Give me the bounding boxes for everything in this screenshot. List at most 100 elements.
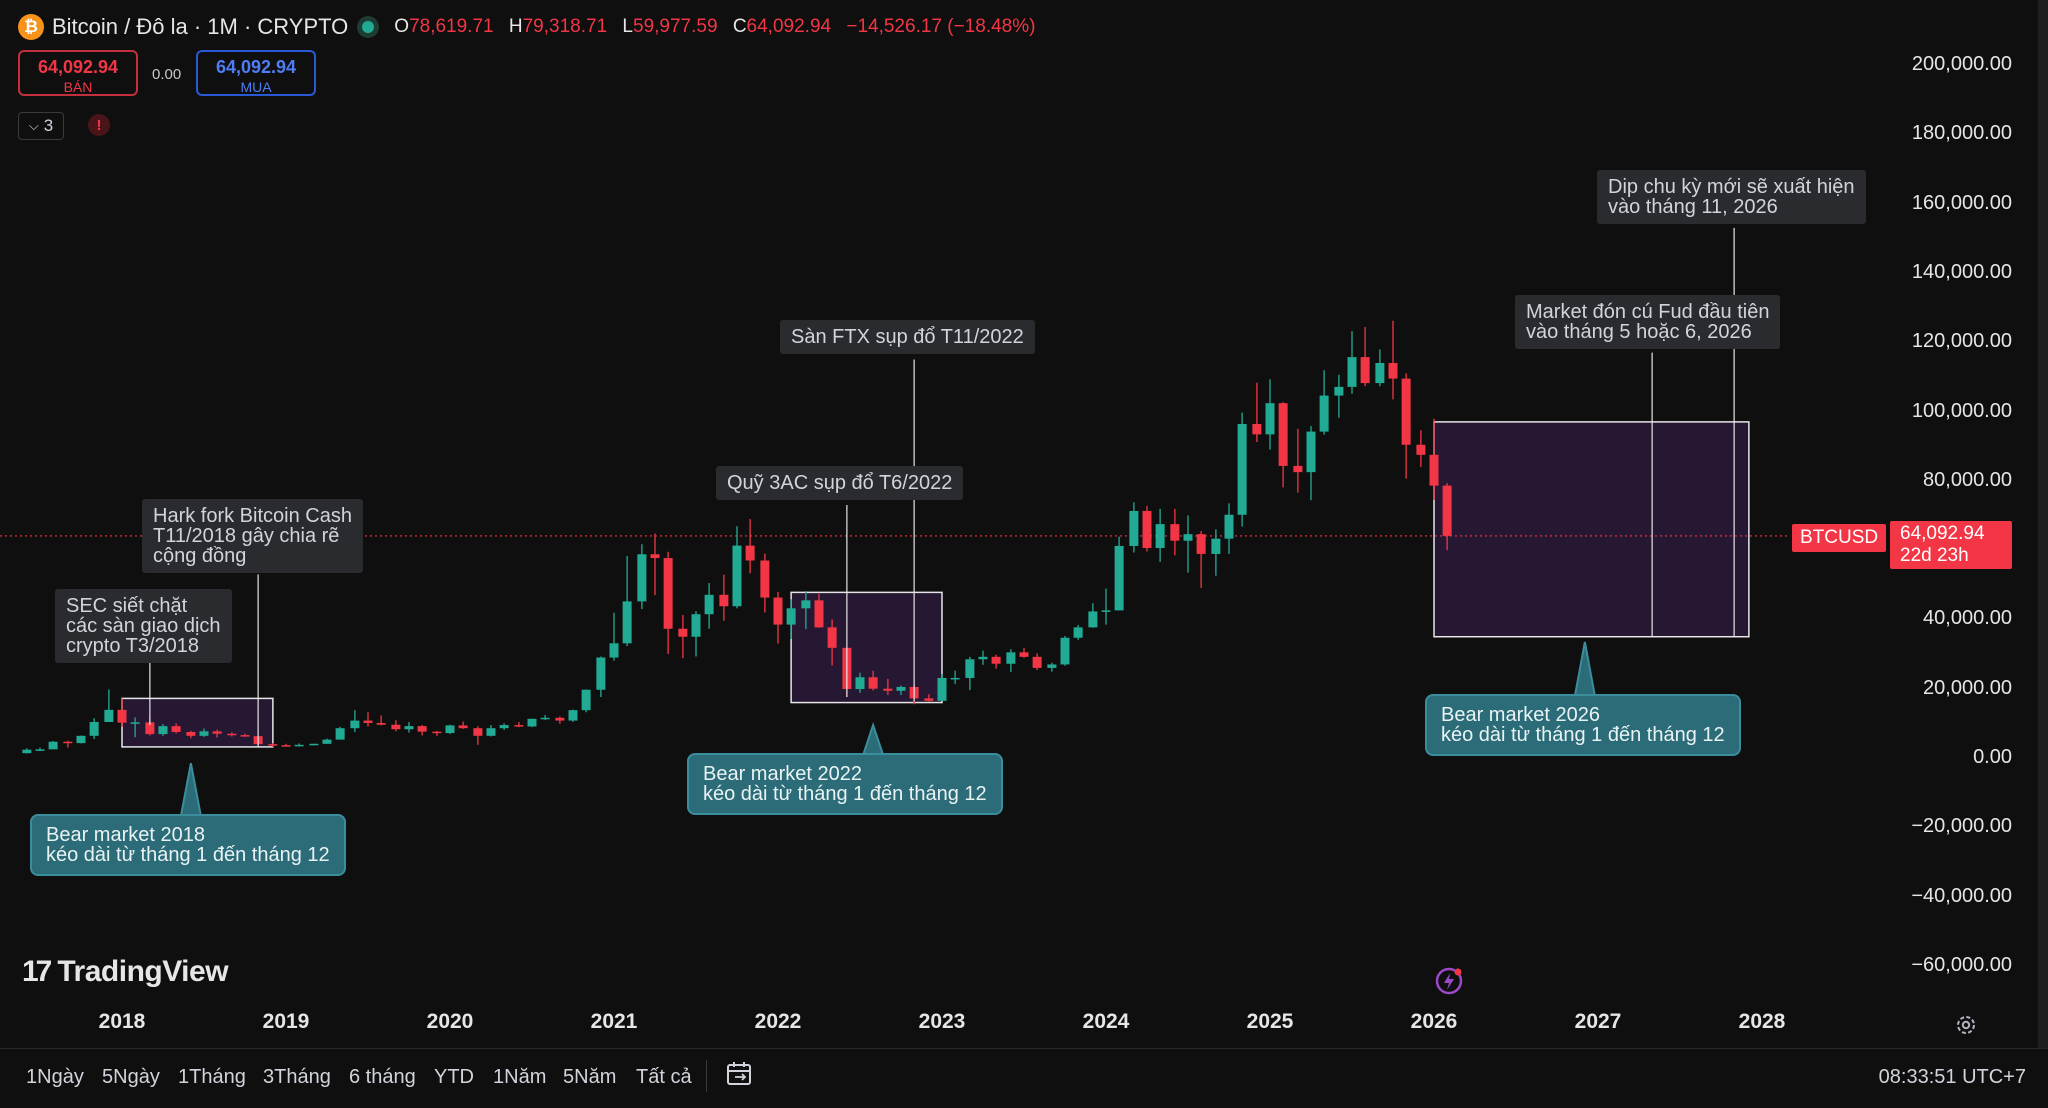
candle-body — [48, 741, 58, 750]
candle-body — [1388, 362, 1398, 379]
time-axis-label: 2026 — [1410, 1010, 1458, 1033]
candle — [1252, 382, 1262, 442]
symbol-title[interactable]: Bitcoin / Đô la · 1M · CRYPTO — [52, 14, 349, 39]
candle — [294, 743, 304, 747]
candle — [622, 555, 632, 647]
candle — [199, 728, 209, 737]
candle-body — [1196, 534, 1206, 554]
candle — [786, 599, 796, 640]
candle-body — [1047, 664, 1057, 668]
candle — [527, 718, 537, 728]
buy-button[interactable]: 64,092.94 MUA — [196, 50, 316, 96]
candle-body — [1224, 514, 1234, 539]
low-key: L — [622, 16, 633, 37]
warning-icon[interactable]: ! — [88, 114, 110, 136]
candle-body — [896, 686, 906, 691]
candle — [1224, 503, 1234, 554]
candle-body — [1416, 444, 1426, 455]
candle — [1047, 662, 1057, 672]
candle-body — [868, 677, 878, 689]
candle — [568, 709, 578, 722]
tradingview-logo: 17 TradingView — [22, 955, 229, 989]
candle-body — [663, 558, 673, 629]
bottom-toolbar — [0, 1048, 2048, 1108]
candle-body — [322, 739, 332, 744]
bear-market-box-1 — [790, 591, 943, 704]
range-button[interactable]: 5Năm — [563, 1066, 617, 1088]
candle — [335, 726, 345, 740]
sell-button[interactable]: 64,092.94 BÁN — [18, 50, 138, 96]
price-axis-label: 0.00 — [1973, 746, 2012, 768]
candle — [650, 533, 660, 596]
candle — [499, 723, 509, 730]
candle — [35, 747, 45, 752]
range-button[interactable]: 3Tháng — [263, 1066, 331, 1088]
candle-body — [568, 710, 578, 721]
gear-icon[interactable] — [1955, 1014, 1977, 1036]
range-button[interactable]: YTD — [434, 1066, 474, 1088]
candle-body — [445, 725, 455, 734]
candle-body — [1360, 357, 1370, 384]
indicators-toggle[interactable]: ⌵ 3 — [18, 112, 64, 140]
bar-countdown: 22d 23h — [1900, 545, 1969, 566]
candle — [1101, 588, 1111, 625]
candle-body — [773, 597, 783, 625]
candle-body — [499, 725, 509, 729]
candle-body — [404, 726, 414, 730]
candle — [540, 715, 550, 720]
range-button[interactable]: 6 tháng — [349, 1066, 416, 1088]
candle-body — [1155, 524, 1165, 549]
candle — [732, 526, 742, 609]
candle — [663, 551, 673, 655]
candle-body — [294, 744, 304, 747]
candle-body — [199, 731, 209, 736]
price-axis-label: 180,000.00 — [1911, 122, 2012, 145]
note-3ac[interactable]: Quỹ 3AC sụp đổ T6/2022 — [716, 466, 964, 500]
candle-body — [540, 717, 550, 720]
time-axis-label: 2022 — [754, 1010, 802, 1033]
candle-body — [473, 728, 483, 736]
time-axis-label: 2024 — [1082, 1010, 1130, 1033]
candle — [227, 732, 237, 737]
candle-body — [719, 594, 729, 607]
candle-body — [486, 728, 496, 736]
candle — [363, 712, 373, 727]
candle-body — [1347, 357, 1357, 387]
candle — [1278, 402, 1288, 488]
range-button[interactable]: 1Năm — [493, 1066, 547, 1088]
candle-body — [335, 728, 345, 740]
note-sec[interactable]: SEC siết chặt các sàn giao dịch crypto T… — [55, 589, 232, 663]
candle-body — [417, 726, 427, 732]
note-bch[interactable]: Hark fork Bitcoin Cash T11/2018 gây chia… — [142, 499, 363, 573]
candle — [1237, 412, 1247, 527]
candle-body — [1252, 423, 1262, 435]
candle — [896, 685, 906, 695]
callout-bear-2022[interactable]: Bear market 2022 kéo dài từ tháng 1 đến … — [687, 753, 1003, 815]
candle — [801, 590, 811, 630]
candle-body — [104, 709, 114, 722]
high-value: 79,318.71 — [522, 16, 608, 37]
candle-body — [391, 724, 401, 730]
candle — [609, 612, 619, 661]
callout-bear-2026[interactable]: Bear market 2026 kéo dài từ tháng 1 đến … — [1425, 694, 1741, 756]
note-dip[interactable]: Dip chu kỳ mới sẽ xuất hiện vào tháng 11… — [1597, 170, 1866, 224]
callout-bear-2018[interactable]: Bear market 2018 kéo dài từ tháng 1 đến … — [30, 814, 346, 876]
range-button[interactable]: Tất cả — [636, 1066, 692, 1088]
range-button[interactable]: 1Ngày — [26, 1066, 84, 1088]
note-ftx[interactable]: Sàn FTX sụp đổ T11/2022 — [780, 320, 1035, 354]
open-value: 78,619.71 — [409, 16, 494, 37]
calendar-range-icon[interactable] — [726, 1061, 754, 1087]
candle — [1129, 502, 1139, 553]
note-fud[interactable]: Market đón cú Fud đầu tiên vào tháng 5 h… — [1515, 295, 1781, 349]
range-button[interactable]: 5Ngày — [102, 1066, 160, 1088]
candle — [486, 725, 496, 737]
candle-body — [1101, 610, 1111, 612]
candle — [814, 593, 824, 628]
lightning-icon[interactable] — [1434, 966, 1464, 996]
clock-readout[interactable]: 08:33:51 UTC+7 — [1878, 1066, 2026, 1088]
candle-body — [855, 677, 865, 690]
candle — [1155, 508, 1165, 562]
candle — [417, 725, 427, 736]
range-button[interactable]: 1Tháng — [178, 1066, 246, 1088]
